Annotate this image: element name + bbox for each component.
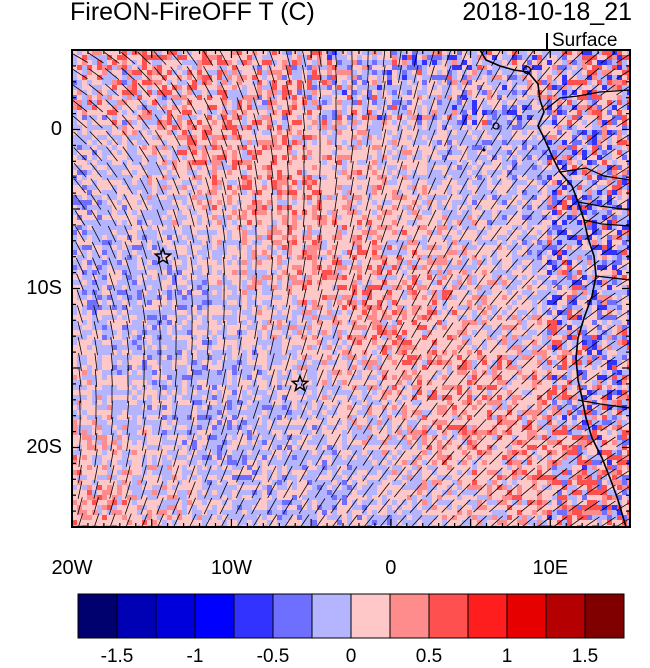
colorbar-swatch (546, 594, 585, 638)
colorbar-tick-label: 0.5 (416, 646, 442, 668)
longitude-label: 10E (532, 557, 568, 580)
latitude-label: 10S (26, 277, 62, 300)
colorbar-swatch (234, 594, 273, 638)
colorbar-swatch (312, 594, 351, 638)
colorbar-tick-label: -1.5 (101, 646, 134, 668)
latitude-label: 0 (51, 118, 62, 141)
colorbar-tick-label: -1 (187, 646, 204, 668)
colorbar (78, 594, 624, 638)
colorbar-swatch (351, 594, 390, 638)
colorbar-swatch (429, 594, 468, 638)
colorbar-tick-label: 1 (502, 646, 513, 668)
colorbar-swatch (585, 594, 624, 638)
colorbar-swatch (507, 594, 546, 638)
colorbar-swatch (156, 594, 195, 638)
colorbar-swatch (468, 594, 507, 638)
colorbar-swatch (195, 594, 234, 638)
colorbar-swatch (117, 594, 156, 638)
longitude-label: 0 (385, 557, 396, 580)
colorbar-swatch (390, 594, 429, 638)
colorbar-swatch (78, 594, 117, 638)
latitude-label: 20S (26, 436, 62, 459)
colorbar-tick-label: 0 (346, 646, 357, 668)
colorbar-tick-label: 1.5 (572, 646, 598, 668)
longitude-label: 20W (51, 557, 92, 580)
colorbar-swatch (273, 594, 312, 638)
colorbar-tick-label: -0.5 (257, 646, 290, 668)
longitude-label: 10W (211, 557, 252, 580)
